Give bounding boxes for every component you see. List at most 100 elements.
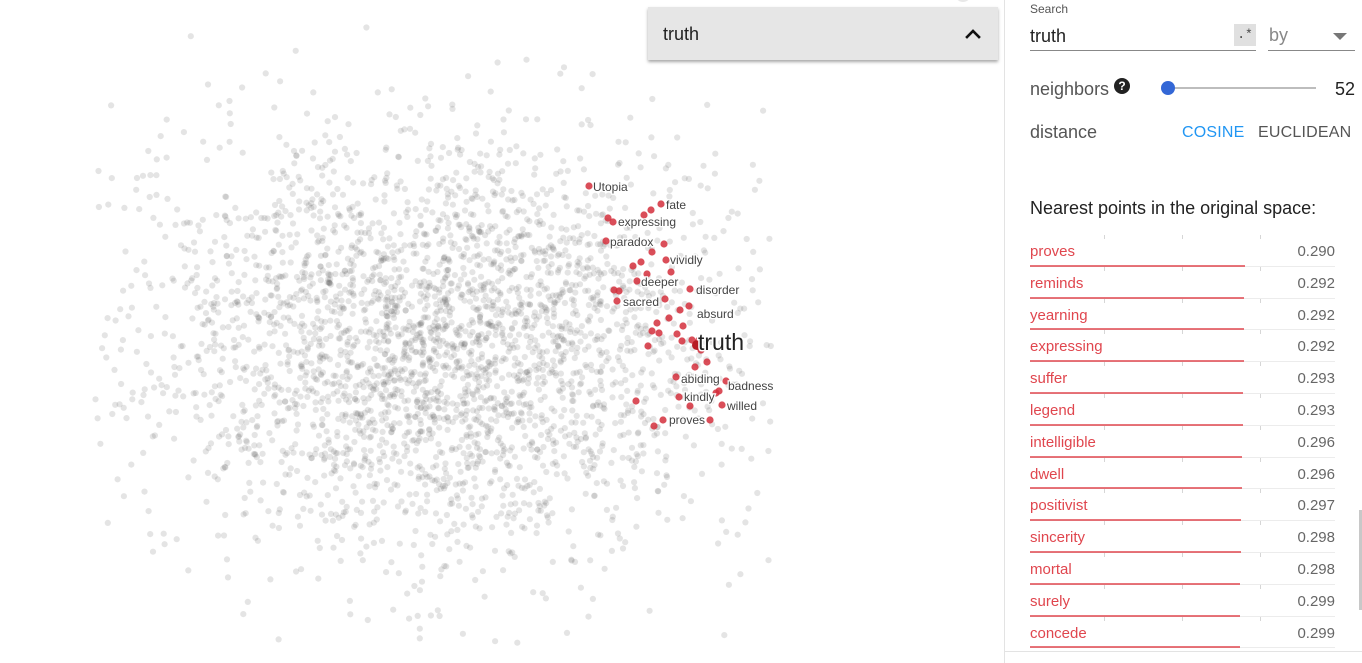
nearest-point-row[interactable]: positivist 0.297 xyxy=(1030,489,1335,522)
neighbor-point[interactable] xyxy=(643,270,651,278)
data-point xyxy=(478,351,486,358)
data-point xyxy=(268,169,275,176)
neighbor-point[interactable] xyxy=(650,422,658,430)
neighbor-point[interactable] xyxy=(653,319,661,327)
data-point xyxy=(622,204,629,211)
neighbor-point[interactable] xyxy=(657,200,665,208)
data-point xyxy=(560,64,568,71)
neighbor-point[interactable] xyxy=(686,285,694,293)
neighbor-point[interactable] xyxy=(661,295,669,303)
data-point xyxy=(665,161,672,168)
nearest-point-row[interactable]: sincerity 0.298 xyxy=(1030,521,1335,553)
data-point xyxy=(469,195,476,203)
neighbor-point[interactable] xyxy=(712,389,720,397)
neighbor-point[interactable] xyxy=(633,277,641,285)
data-point xyxy=(383,321,390,328)
neighbor-point[interactable] xyxy=(647,206,655,214)
cosine-button[interactable]: COSINE xyxy=(1182,124,1245,141)
neighbor-point[interactable] xyxy=(660,240,668,248)
data-point xyxy=(475,365,482,372)
data-point xyxy=(324,304,331,311)
neighbor-point[interactable] xyxy=(602,237,610,245)
data-point xyxy=(572,289,579,296)
data-point xyxy=(346,268,354,275)
data-point xyxy=(620,266,627,273)
neighbor-point[interactable] xyxy=(691,363,699,371)
neighbor-point[interactable] xyxy=(632,397,640,405)
neighbor-point[interactable] xyxy=(678,337,686,345)
neighbor-point[interactable] xyxy=(662,256,670,264)
search-input[interactable] xyxy=(1030,22,1256,51)
data-point xyxy=(476,446,484,453)
neighbor-point[interactable] xyxy=(706,416,714,424)
nearest-point-row[interactable]: dwell 0.296 xyxy=(1030,457,1335,490)
neighbors-slider-thumb[interactable] xyxy=(1161,81,1175,95)
search-by-dropdown[interactable]: by xyxy=(1268,22,1355,51)
data-point xyxy=(293,152,300,159)
question-mark-icon[interactable]: ? xyxy=(1114,78,1130,94)
regex-toggle-button[interactable]: .* xyxy=(1234,24,1256,46)
neighbor-point[interactable] xyxy=(613,297,621,305)
neighbor-point[interactable] xyxy=(629,262,637,270)
neighbor-point[interactable] xyxy=(665,314,673,322)
projection-canvas[interactable]: Utopia fate expressing paradox vividly deeper… xyxy=(0,0,1004,663)
data-point xyxy=(392,113,399,121)
neighbor-point[interactable] xyxy=(640,211,648,219)
data-point xyxy=(321,450,329,457)
data-point xyxy=(460,521,467,528)
nearest-point-row[interactable]: suffer 0.293 xyxy=(1030,362,1335,394)
neighbor-point[interactable] xyxy=(604,214,612,222)
neighbor-point[interactable] xyxy=(609,218,617,226)
data-point xyxy=(569,341,576,348)
data-point xyxy=(471,276,478,283)
neighbor-point[interactable] xyxy=(648,248,656,256)
data-point xyxy=(267,576,274,583)
neighbor-point[interactable] xyxy=(672,373,680,381)
neighbor-point[interactable] xyxy=(685,302,693,310)
nearest-point-row[interactable]: concede 0.299 xyxy=(1030,616,1335,649)
neighbor-point[interactable] xyxy=(675,393,683,401)
data-point xyxy=(490,259,497,266)
euclidean-button[interactable]: EUCLIDEAN xyxy=(1258,124,1352,141)
chevron-up-icon[interactable] xyxy=(964,25,982,43)
data-point xyxy=(442,460,449,467)
neighbor-point[interactable] xyxy=(679,322,687,330)
neighbor-point[interactable] xyxy=(673,330,681,338)
neighbor-point[interactable] xyxy=(667,268,675,276)
neighbor-point[interactable] xyxy=(722,377,730,385)
data-point xyxy=(263,276,270,283)
neighbor-point[interactable] xyxy=(703,358,711,366)
nearest-point-row[interactable]: expressing 0.292 xyxy=(1030,330,1335,363)
neighbor-point[interactable] xyxy=(648,327,656,335)
neighbor-point[interactable] xyxy=(718,401,726,409)
neighbor-point[interactable] xyxy=(659,416,667,424)
neighbor-point[interactable] xyxy=(644,342,652,350)
data-point xyxy=(741,305,748,312)
neighbor-point[interactable] xyxy=(655,329,663,337)
data-point xyxy=(570,443,577,450)
nearest-point-row[interactable]: mortal 0.298 xyxy=(1030,552,1335,585)
nearest-point-row[interactable]: yearning 0.292 xyxy=(1030,298,1335,331)
neighbor-point[interactable] xyxy=(585,182,593,190)
neighbor-point[interactable] xyxy=(676,306,684,314)
nearest-point-row[interactable]: proves 0.290 xyxy=(1030,235,1335,267)
neighbors-slider[interactable] xyxy=(1168,87,1316,89)
selected-point[interactable] xyxy=(692,340,702,350)
data-point xyxy=(391,366,398,373)
data-point xyxy=(295,206,303,213)
neighbor-point[interactable] xyxy=(615,287,623,295)
data-point xyxy=(443,322,451,329)
data-point xyxy=(600,404,607,411)
nearest-point-row[interactable]: reminds 0.292 xyxy=(1030,266,1335,299)
nearest-point-row[interactable]: intelligible 0.296 xyxy=(1030,425,1335,458)
neighbor-point[interactable] xyxy=(686,402,694,410)
neighbor-point[interactable] xyxy=(637,258,645,266)
scrollbar[interactable] xyxy=(1359,510,1362,610)
selected-point-card[interactable]: truth xyxy=(648,7,998,60)
nearest-point-row[interactable]: surely 0.299 xyxy=(1030,584,1335,617)
data-point xyxy=(485,228,492,235)
point-cloud[interactable]: Utopiafateexpressingparadoxvividlydeeper… xyxy=(0,0,1004,663)
nearest-point-row[interactable]: legend 0.293 xyxy=(1030,393,1335,426)
data-point xyxy=(537,507,544,514)
data-point xyxy=(436,424,443,431)
